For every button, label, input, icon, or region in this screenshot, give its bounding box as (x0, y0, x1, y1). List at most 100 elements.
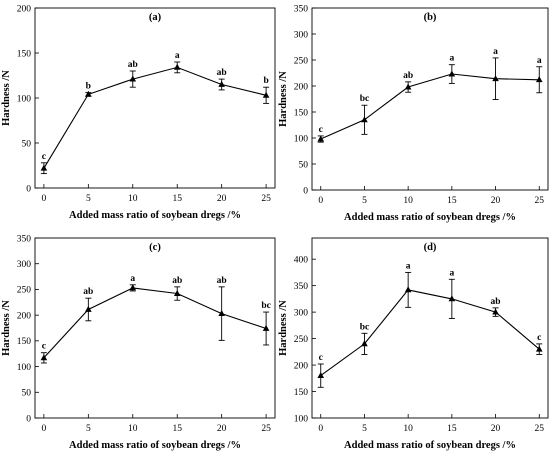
y-tick-label: 200 (294, 361, 309, 371)
significance-letter: b (86, 82, 91, 92)
significance-letter: ab (403, 71, 413, 81)
y-axis-title: Hardness /N (1, 70, 12, 126)
panel-label: (d) (424, 242, 437, 253)
x-tick-label: 20 (491, 196, 501, 206)
series-line (43, 287, 267, 359)
y-tick-label: 100 (17, 94, 32, 104)
x-tick-label: 15 (172, 194, 182, 204)
y-tick-label: 50 (299, 160, 309, 170)
x-tick-label: 0 (42, 424, 47, 434)
y-tick-label: 50 (22, 139, 32, 149)
y-tick-label: 100 (294, 134, 309, 144)
x-tick-label: 10 (403, 424, 413, 434)
y-tick-label: 200 (17, 311, 32, 321)
data-point-triangle (129, 75, 137, 82)
data-point-triangle (85, 305, 92, 312)
x-axis-title: Added mass ratio of soybean dregs /% (344, 212, 516, 223)
y-tick-label: 100 (294, 414, 309, 424)
x-tick-label: 15 (172, 424, 182, 434)
y-tick-label: 0 (26, 414, 31, 424)
x-tick-label: 10 (128, 194, 138, 204)
significance-letter: a (130, 274, 135, 284)
y-tick-label: 0 (303, 186, 308, 196)
y-tick-label: 50 (22, 389, 32, 399)
data-point-triangle (317, 372, 325, 379)
significance-letter: bc (360, 94, 370, 104)
y-tick-label: 300 (294, 30, 309, 40)
significance-letter: a (537, 56, 542, 66)
data-point-triangle (40, 354, 48, 361)
y-tick-label: 150 (294, 388, 309, 398)
significance-letter: a (406, 261, 411, 271)
data-point-triangle (535, 76, 543, 83)
series-line (320, 73, 540, 140)
y-tick-label: 150 (17, 49, 32, 59)
significance-letter: b (263, 76, 268, 86)
data-point-triangle (404, 83, 412, 90)
x-tick-label: 25 (261, 424, 271, 434)
x-tick-label: 0 (318, 196, 323, 206)
significance-letter: a (449, 268, 454, 278)
panel-label: (c) (149, 242, 161, 253)
significance-letter: bc (261, 301, 271, 311)
plot-frame (34, 7, 276, 189)
significance-letter: a (493, 47, 498, 57)
data-point-triangle (448, 70, 456, 77)
y-tick-label: 250 (17, 286, 32, 296)
x-axis-title: Added mass ratio of soybean dregs /% (69, 440, 241, 451)
panel-label: (b) (424, 12, 437, 23)
x-tick-label: 5 (362, 196, 367, 206)
data-point-triangle (492, 308, 499, 315)
significance-letter: ab (128, 60, 138, 70)
y-tick-label: 300 (294, 308, 309, 318)
y-tick-label: 250 (294, 335, 309, 345)
y-tick-label: 300 (17, 260, 32, 270)
y-axis-title: Hardness /N (1, 300, 12, 356)
significance-letter: c (42, 152, 46, 162)
significance-letter: c (319, 353, 323, 363)
x-tick-label: 20 (217, 194, 227, 204)
y-tick-label: 350 (294, 4, 309, 14)
significance-letter: ab (217, 276, 227, 286)
y-tick-label: 400 (294, 255, 309, 265)
data-point-triangle (262, 324, 270, 331)
chart-panel-4: 100 150 200 250 300 350 400 0 5 10 15 20 25 Added mas… (278, 237, 549, 451)
data-point-triangle (218, 80, 225, 87)
x-tick-label: 20 (217, 424, 227, 434)
x-tick-label: 0 (318, 424, 323, 434)
panel-label: (a) (149, 12, 162, 23)
significance-letter: c (42, 342, 46, 352)
y-tick-label: 200 (294, 82, 309, 92)
data-point-triangle (173, 289, 181, 296)
x-tick-label: 20 (491, 424, 501, 434)
data-point-triangle (262, 91, 270, 98)
data-point-triangle (492, 75, 499, 82)
data-point-triangle (361, 340, 368, 347)
y-tick-label: 100 (17, 363, 32, 373)
x-tick-label: 15 (447, 196, 457, 206)
significance-letter: c (537, 333, 541, 343)
y-tick-label: 250 (294, 56, 309, 66)
y-tick-label: 150 (294, 108, 309, 118)
data-point-triangle (129, 284, 137, 291)
y-tick-label: 0 (26, 184, 31, 194)
y-axis-title: Hardness /N (278, 300, 289, 356)
series-line (320, 289, 540, 377)
data-point-triangle (85, 90, 92, 97)
x-tick-label: 10 (128, 424, 138, 434)
significance-letter: ab (491, 297, 501, 307)
data-point-triangle (448, 295, 456, 302)
x-tick-label: 5 (362, 424, 367, 434)
y-tick-label: 150 (17, 337, 32, 347)
data-point-triangle (173, 63, 181, 70)
series-line (43, 66, 267, 169)
x-tick-label: 0 (42, 194, 47, 204)
plot-frame (311, 237, 549, 419)
significance-letter: ab (83, 287, 93, 297)
x-tick-label: 25 (535, 196, 545, 206)
x-tick-label: 25 (535, 424, 545, 434)
chart-panel-2: 0 50 100 150 200 250 300 350 0 5 10 15 20 25 Added mas… (278, 4, 549, 223)
x-tick-label: 25 (261, 194, 271, 204)
x-axis-title: Added mass ratio of soybean dregs /% (69, 210, 241, 221)
